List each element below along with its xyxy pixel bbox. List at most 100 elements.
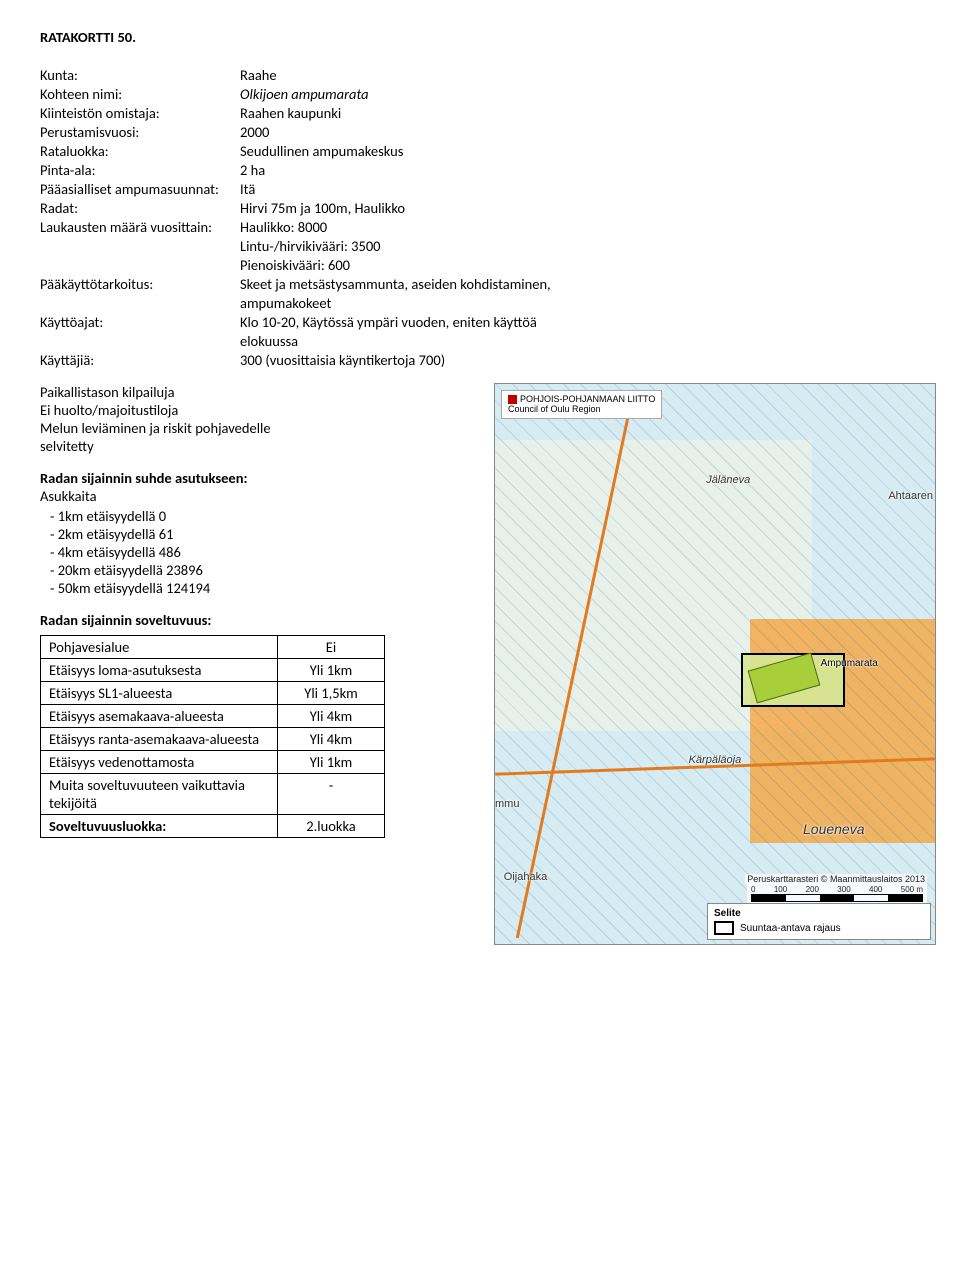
field-key xyxy=(40,332,240,350)
field-key: Perustamisvuosi: xyxy=(40,123,240,141)
cell-key: Etäisyys vedenottamosta xyxy=(41,751,278,774)
list-item: 2km etäisyydellä 61 xyxy=(64,525,470,543)
scale-tick: 0 xyxy=(751,885,755,894)
field-value: Itä xyxy=(240,180,920,198)
field-value: Raahen kaupunki xyxy=(240,104,920,122)
extra-line: Ei huolto/majoitustiloja xyxy=(40,401,470,419)
map-scalebar: 0 100 200 300 400 500 m xyxy=(747,883,927,904)
logo-square-icon xyxy=(508,395,517,404)
field-value: Lintu-/hirvikivääri: 3500 xyxy=(240,237,920,255)
sijainti-sub: Asukkaita xyxy=(40,487,470,505)
field-paakayttotarkoitus: Pääkäyttötarkoitus:Skeet ja metsästysamm… xyxy=(40,275,920,293)
field-kohteen-nimi: Kohteen nimi:Olkijoen ampumarata xyxy=(40,85,920,103)
field-key: Pääasialliset ampumasuunnat: xyxy=(40,180,240,198)
field-kiinteiston-omistaja: Kiinteistön omistaja:Raahen kaupunki xyxy=(40,104,920,122)
map-label: mmu xyxy=(495,798,519,810)
field-value: 2000 xyxy=(240,123,920,141)
field-value: Pienoiskivääri: 600 xyxy=(240,256,920,274)
list-item: 4km etäisyydellä 486 xyxy=(64,543,470,561)
field-key: Käyttäjiä: xyxy=(40,351,240,369)
field-laukausten: Laukausten määrä vuosittain:Haulikko: 80… xyxy=(40,218,920,236)
table-row: Etäisyys vedenottamostaYli 1km xyxy=(41,751,385,774)
cell-key: Etäisyys asemakaava-alueesta xyxy=(41,705,278,728)
scale-tick: 400 xyxy=(869,885,882,894)
list-item: 20km etäisyydellä 23896 xyxy=(64,561,470,579)
soveltuvuus-table: PohjavesialueEi Etäisyys loma-asutuksest… xyxy=(40,635,385,838)
map-logo: POHJOIS-POHJANMAAN LIITTO Council of Oul… xyxy=(501,390,662,419)
table-row: PohjavesialueEi xyxy=(41,636,385,659)
field-key: Pinta-ala: xyxy=(40,161,240,179)
field-value: Skeet ja metsästysammunta, aseiden kohdi… xyxy=(240,275,920,293)
cell-key: Etäisyys loma-asutuksesta xyxy=(41,659,278,682)
extra-line: Melun leviäminen ja riskit pohjavedelle xyxy=(40,419,470,437)
field-kayttoajat: Käyttöajat:Klo 10-20, Käytössä ympäri vu… xyxy=(40,313,920,331)
field-key: Pääkäyttötarkoitus: xyxy=(40,275,240,293)
cell-key: Soveltuvuusluokka: xyxy=(41,815,278,838)
map-label: Jäläneva xyxy=(706,474,750,486)
field-kayttajia: Käyttäjiä:300 (vuosittaisia käyntikertoj… xyxy=(40,351,920,369)
cell-value: - xyxy=(278,774,385,815)
field-kayttoajat-2: elokuussa xyxy=(40,332,920,350)
map-label: Loueneva xyxy=(803,821,865,837)
field-key: Kiinteistön omistaja: xyxy=(40,104,240,122)
cell-value: 2.luokka xyxy=(278,815,385,838)
field-key: Rataluokka: xyxy=(40,142,240,160)
table-row: Etäisyys SL1-alueestaYli 1,5km xyxy=(41,682,385,705)
logo-line2: Council of Oulu Region xyxy=(508,404,601,414)
map-label: Ampumarata xyxy=(821,658,878,669)
table-row: Soveltuvuusluokka:2.luokka xyxy=(41,815,385,838)
cell-key: Etäisyys SL1-alueesta xyxy=(41,682,278,705)
list-item: 50km etäisyydellä 124194 xyxy=(64,579,470,597)
field-value: Raahe xyxy=(240,66,920,84)
field-value: Seudullinen ampumakeskus xyxy=(240,142,920,160)
scale-tick: 500 m xyxy=(901,885,923,894)
map-label: Ahtaaren xyxy=(888,490,933,502)
field-value: ampumakokeet xyxy=(240,294,920,312)
field-laukausten-2: Lintu-/hirvikivääri: 3500 xyxy=(40,237,920,255)
list-item: 1km etäisyydellä 0 xyxy=(64,507,470,525)
scale-tick: 100 xyxy=(774,885,787,894)
field-kunta: Kunta:Raahe xyxy=(40,66,920,84)
soveltuvuus-heading: Radan sijainnin soveltuvuus: xyxy=(40,611,470,629)
map-label: Oijahaka xyxy=(504,871,547,883)
field-key: Kunta: xyxy=(40,66,240,84)
map-target-inner xyxy=(748,652,821,703)
field-value: 2 ha xyxy=(240,161,920,179)
map-label: Kärpäläoja xyxy=(689,754,742,766)
field-key xyxy=(40,237,240,255)
field-rataluokka: Rataluokka:Seudullinen ampumakeskus xyxy=(40,142,920,160)
field-perustamisvuosi: Perustamisvuosi:2000 xyxy=(40,123,920,141)
map-legend: Selite Suuntaa-antava rajaus xyxy=(707,903,931,940)
field-key xyxy=(40,294,240,312)
logo-line1: POHJOIS-POHJANMAAN LIITTO xyxy=(520,394,655,404)
cell-value: Yli 1km xyxy=(278,659,385,682)
table-row: Etäisyys loma-asutuksestaYli 1km xyxy=(41,659,385,682)
table-row: Etäisyys asemakaava-alueestaYli 4km xyxy=(41,705,385,728)
cell-value: Ei xyxy=(278,636,385,659)
field-paakayttotarkoitus-2: ampumakokeet xyxy=(40,294,920,312)
cell-value: Yli 4km xyxy=(278,728,385,751)
extra-line: Paikallistason kilpailuja xyxy=(40,383,470,401)
field-paaasialliset: Pääasialliset ampumasuunnat:Itä xyxy=(40,180,920,198)
page-title: RATAKORTTI 50. xyxy=(40,28,920,46)
cell-key: Etäisyys ranta-asemakaava-alueesta xyxy=(41,728,278,751)
cell-value: Yli 4km xyxy=(278,705,385,728)
field-value: 300 (vuosittaisia käyntikertoja 700) xyxy=(240,351,920,369)
field-radat: Radat:Hirvi 75m ja 100m, Haulikko xyxy=(40,199,920,217)
sijainti-list: 1km etäisyydellä 0 2km etäisyydellä 61 4… xyxy=(40,507,470,597)
scale-tick: 300 xyxy=(837,885,850,894)
cell-key: Muita soveltuvuuteen vaikuttavia tekijöi… xyxy=(41,774,278,815)
field-value: Olkijoen ampumarata xyxy=(240,85,920,103)
spec-block: Kunta:Raahe Kohteen nimi:Olkijoen ampuma… xyxy=(40,66,920,369)
field-key: Laukausten määrä vuosittain: xyxy=(40,218,240,236)
field-pinta-ala: Pinta-ala:2 ha xyxy=(40,161,920,179)
field-laukausten-3: Pienoiskivääri: 600 xyxy=(40,256,920,274)
cell-key: Pohjavesialue xyxy=(41,636,278,659)
legend-item: Suuntaa-antava rajaus xyxy=(740,923,841,934)
field-value: Hirvi 75m ja 100m, Haulikko xyxy=(240,199,920,217)
extra-line: selvitetty xyxy=(40,437,470,455)
field-key: Radat: xyxy=(40,199,240,217)
scale-tick: 200 xyxy=(806,885,819,894)
field-value: Klo 10-20, Käytössä ympäri vuoden, enite… xyxy=(240,313,920,331)
legend-swatch-icon xyxy=(714,921,734,935)
